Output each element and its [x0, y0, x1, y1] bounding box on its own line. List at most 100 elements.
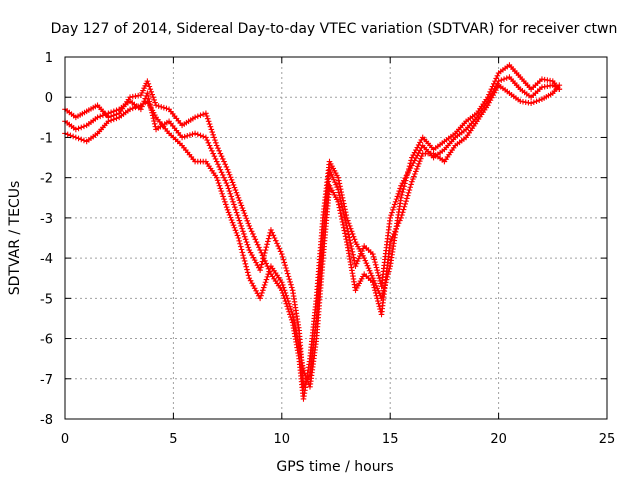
data-point	[269, 229, 275, 236]
data-point	[219, 156, 226, 162]
data-point	[216, 182, 223, 189]
data-point	[335, 199, 341, 205]
data-point	[372, 287, 378, 294]
data-point	[204, 113, 210, 119]
data-point	[265, 271, 272, 277]
data-point	[145, 95, 152, 102]
data-point	[404, 192, 411, 199]
data-point	[284, 267, 290, 274]
data-point	[208, 126, 215, 133]
data-point	[285, 273, 292, 280]
data-point	[232, 187, 239, 193]
data-point	[268, 227, 274, 233]
data-point	[222, 201, 229, 208]
x-tick-label: 25	[599, 432, 616, 447]
data-point	[401, 203, 408, 210]
data-point	[242, 236, 249, 243]
data-point	[399, 192, 405, 198]
data-point	[214, 177, 221, 184]
data-point	[221, 196, 227, 202]
data-point	[333, 181, 339, 188]
data-point	[498, 77, 505, 83]
data-point	[342, 230, 348, 237]
data-point	[145, 81, 152, 87]
data-point	[241, 258, 248, 264]
data-point	[351, 257, 358, 264]
data-point	[129, 105, 136, 112]
data-point	[390, 207, 396, 213]
data-point	[244, 269, 251, 276]
data-point	[224, 207, 231, 213]
data-point	[244, 266, 250, 273]
y-tick-label: -5	[40, 292, 53, 307]
data-point	[231, 184, 238, 191]
data-point	[245, 244, 252, 251]
data-point	[223, 180, 230, 186]
data-point	[340, 206, 346, 213]
data-point	[388, 236, 395, 243]
data-point	[287, 303, 293, 310]
data-point	[219, 172, 226, 178]
data-point	[236, 197, 243, 204]
data-point	[375, 270, 381, 276]
data-point	[263, 260, 269, 267]
data-point	[392, 199, 399, 205]
data-point	[221, 174, 227, 181]
data-point	[242, 212, 249, 219]
data-point	[200, 111, 207, 118]
data-point	[258, 292, 264, 299]
data-point	[279, 282, 286, 288]
data-point	[286, 300, 292, 307]
data-point	[288, 281, 294, 288]
data-point	[348, 246, 355, 252]
data-point	[344, 223, 350, 229]
data-point	[556, 86, 563, 92]
data-point	[233, 230, 240, 236]
data-point	[392, 228, 398, 235]
data-point	[232, 227, 239, 234]
data-point	[336, 204, 343, 211]
data-point	[225, 209, 232, 216]
data-point	[215, 145, 221, 151]
data-point	[370, 282, 377, 288]
data-point	[140, 101, 146, 107]
data-point	[229, 219, 236, 226]
data-point	[163, 105, 170, 112]
data-point	[222, 199, 228, 205]
data-point	[192, 114, 198, 121]
data-point	[282, 262, 288, 269]
data-point	[230, 182, 237, 188]
data-point	[340, 224, 347, 231]
data-point	[209, 148, 215, 154]
data-point	[73, 126, 79, 133]
data-point	[288, 306, 294, 312]
data-point	[409, 178, 415, 185]
data-point	[227, 174, 234, 181]
data-point	[279, 279, 285, 286]
data-point	[394, 223, 401, 229]
chart-title: Day 127 of 2014, Sidereal Day-to-day VTE…	[51, 21, 618, 37]
data-point	[350, 251, 356, 258]
data-point	[359, 248, 365, 254]
data-point	[271, 235, 278, 241]
data-point	[219, 190, 225, 197]
data-point	[371, 256, 378, 263]
data-point	[149, 109, 155, 116]
series-track-c	[62, 74, 563, 390]
data-point	[375, 300, 382, 307]
data-point	[284, 295, 291, 302]
axis-tick-labels: 0 5 10 15 20 25 -8 -7 -6 -5 -4 -3 -2 -1 0 1	[40, 51, 615, 447]
data-point	[282, 290, 289, 296]
data-point	[113, 115, 120, 122]
data-point	[147, 104, 154, 110]
data-point	[357, 253, 363, 259]
data-point	[234, 232, 241, 239]
data-point	[270, 232, 277, 239]
data-point	[272, 237, 279, 244]
data-point	[145, 93, 151, 99]
data-point	[236, 238, 243, 244]
data-point	[81, 123, 87, 130]
data-point	[102, 111, 109, 118]
data-point	[366, 267, 373, 274]
data-point	[110, 116, 117, 123]
